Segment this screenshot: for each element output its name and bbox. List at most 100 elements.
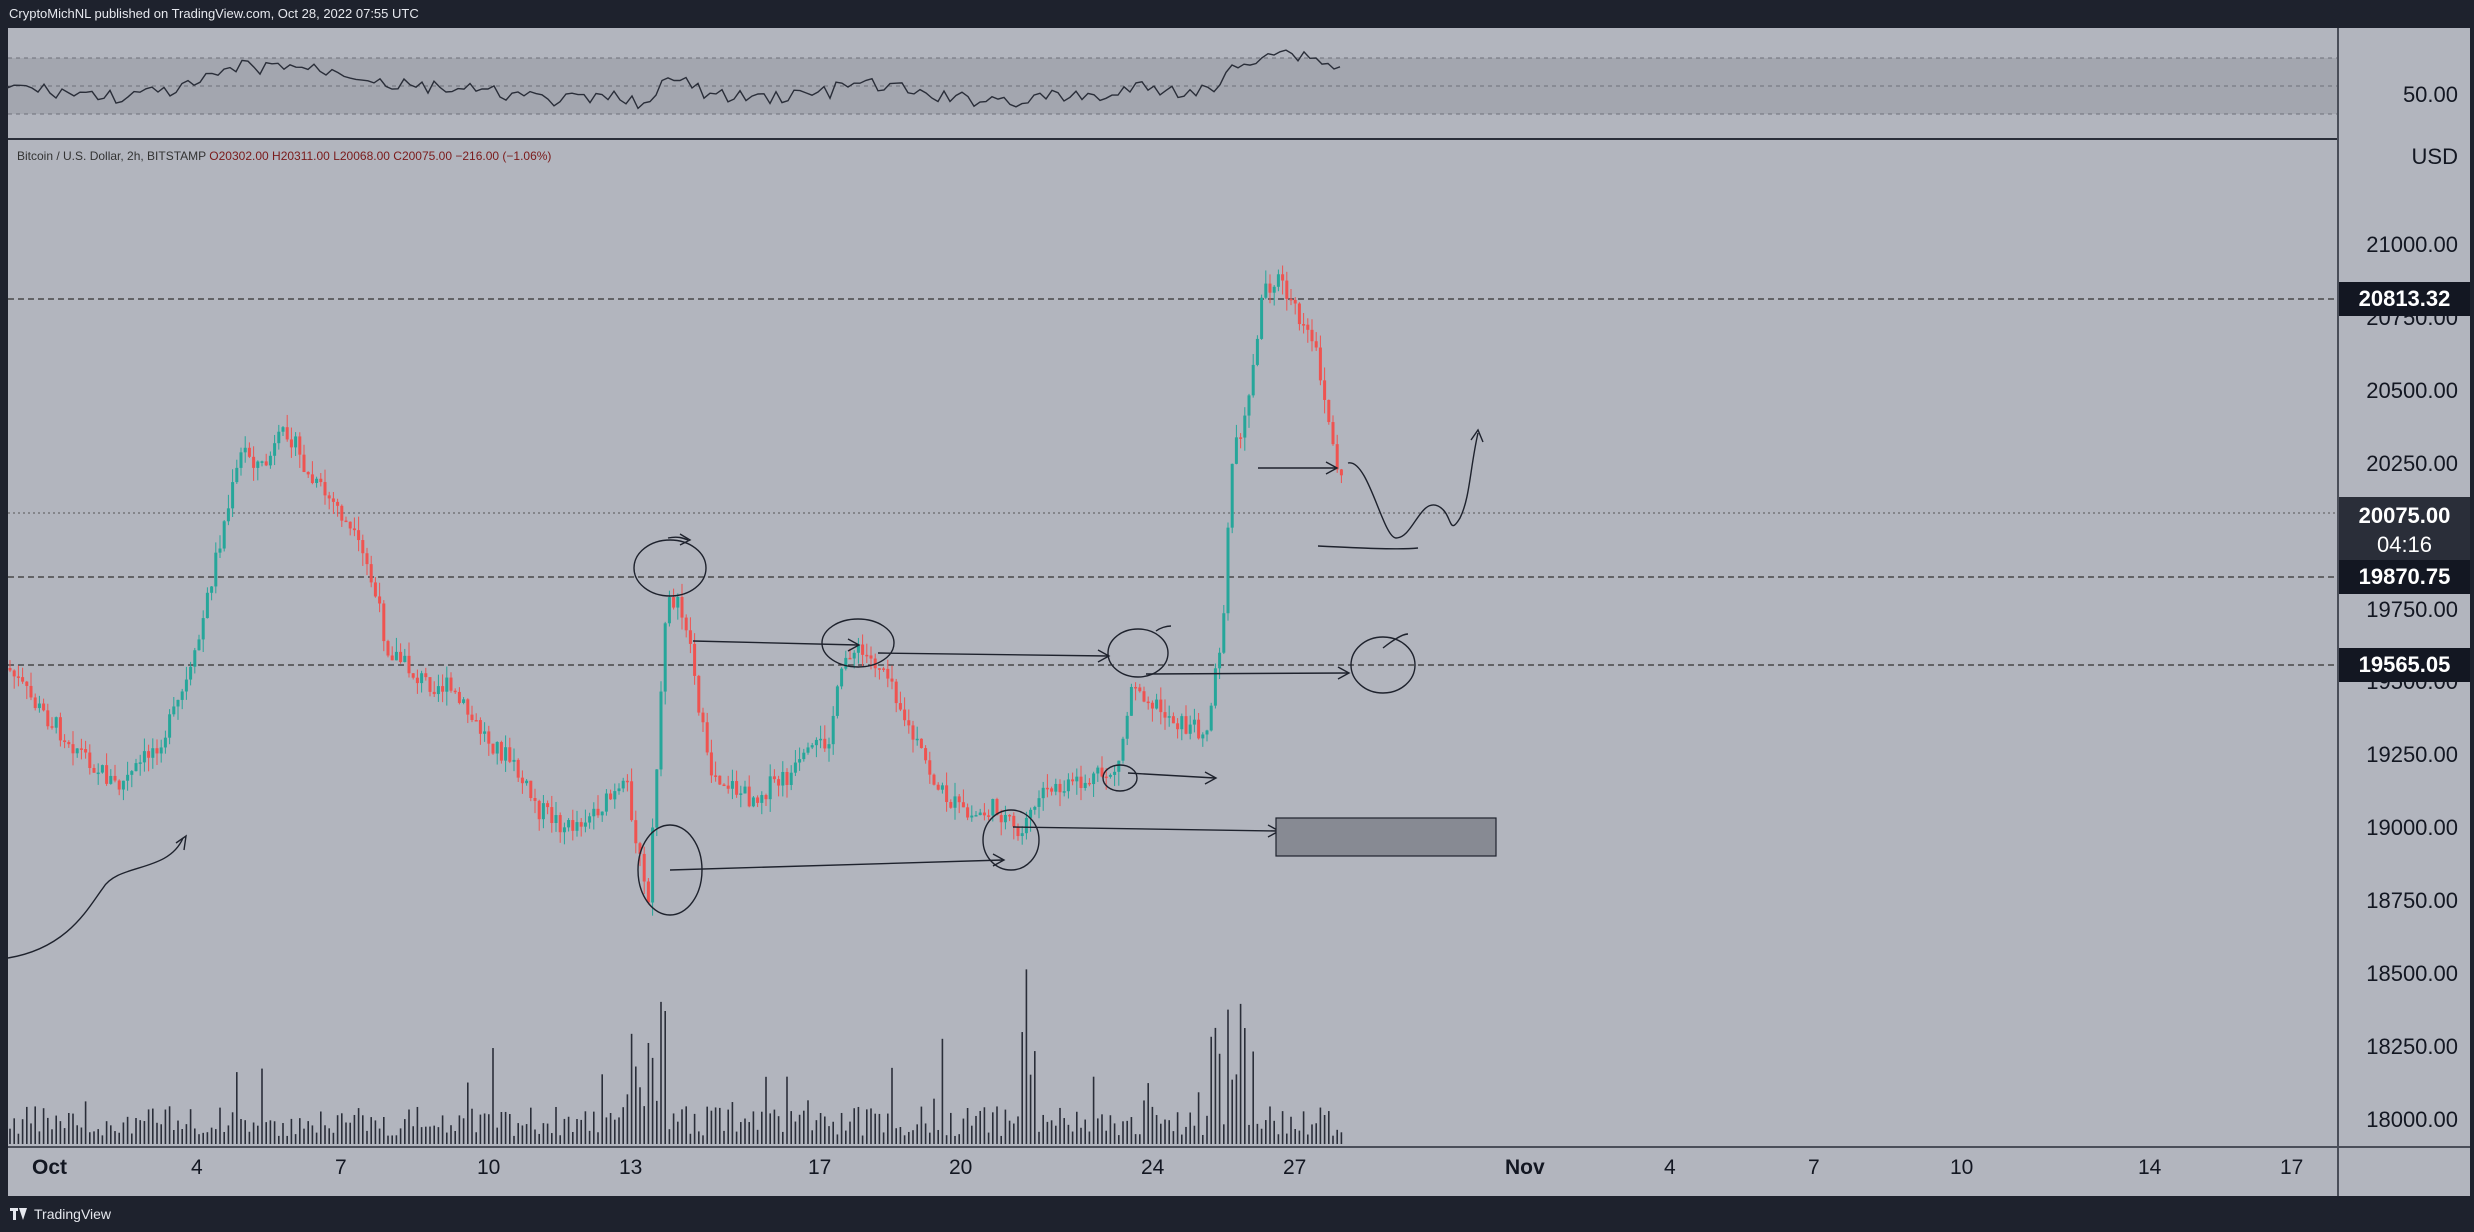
candle-body [365,553,369,565]
annotation-arrowhead [992,853,1006,867]
price-tick-label: 19000.00 [2366,815,2458,841]
candle-body [378,596,382,604]
candle-body [189,666,193,680]
chart-canvas[interactable] [7,28,2470,1196]
candle-body [1037,798,1041,807]
candle-body [394,651,398,661]
candle-body [25,681,29,686]
candle-body [1041,787,1045,799]
oscillator-level-label: 50.00 [2402,82,2458,107]
candle-body [1276,274,1280,287]
tradingview-brand[interactable]: TradingView [10,1206,111,1222]
candle-body [550,807,554,823]
candle-body [113,775,117,781]
candle-body [155,748,159,754]
candle-body [1213,668,1217,706]
candle-body [1222,613,1226,653]
candle-body [1201,734,1205,739]
candle-body [495,742,499,754]
candle-body [537,800,541,820]
last-price-value: 20075.00 [2358,503,2451,528]
candle-body [449,677,453,691]
candle-body [915,738,919,741]
candle-body [54,717,58,728]
candle-body [848,657,852,660]
chart-frame[interactable]: Bitcoin / U.S. Dollar, 2h, BITSTAMP O203… [7,28,2470,1196]
footer-bar: TradingView [0,1196,2474,1232]
candle-body [382,603,386,642]
candle-body [856,644,860,653]
candle-body [873,658,877,669]
candle-body [357,530,361,541]
candle-body [1226,527,1230,614]
candle-body [298,436,302,455]
candle-body [88,752,92,768]
candle-body [1251,364,1255,396]
candle-body [634,820,638,844]
candle-body [294,436,298,448]
candle-body [37,703,41,709]
candle-body [1062,791,1066,793]
candle-body [197,639,201,651]
candle-body [861,644,865,655]
candle-body [558,815,562,833]
price-axis[interactable] [2339,28,2470,1196]
candle-body [936,784,940,790]
candle-body [403,655,407,663]
candle-body [520,777,524,784]
candle-body [672,597,676,608]
candle-body [697,675,701,713]
candle-body [877,668,881,670]
candle-body [1159,699,1163,713]
candle-body [676,597,680,608]
candle-body [756,797,760,803]
candle-body [529,780,533,799]
annotation-arrow-line [667,536,689,541]
candle-body [789,772,793,785]
candle-body [436,686,440,695]
annotation-circle [821,618,895,668]
candle-body [898,703,902,710]
candle-body [399,651,403,663]
time-tick-label: 17 [2280,1156,2304,1179]
annotation-arrow-line [1127,772,1216,779]
candle-body [827,744,831,749]
candle-body [491,743,495,754]
candle-body [84,749,88,753]
candle-body [945,785,949,803]
candle-body [1209,705,1213,731]
candle-body [130,771,134,775]
change-value: −216.00 (−1.06%) [455,149,552,163]
candle-body [772,776,776,780]
candle-body [894,681,898,704]
candle-body [457,691,461,703]
symbol-name[interactable]: Bitcoin / U.S. Dollar, 2h, BITSTAMP [17,149,206,163]
candle-body [1260,297,1264,339]
candle-body [231,482,235,509]
pane-separator[interactable] [8,138,2470,140]
time-tick-label: 14 [2138,1156,2162,1179]
oscillator-line [7,49,1341,110]
price-tick-label: 20500.00 [2366,377,2458,403]
annotation-arrowhead [1097,649,1111,663]
currency-label[interactable]: USD [2411,144,2458,169]
candle-body [1293,299,1297,304]
candle-body [428,677,432,692]
candle-body [651,827,655,903]
candle-body [722,784,726,787]
candle-body [1142,691,1146,702]
annotation-arrowhead [1325,461,1339,475]
candle-body [126,774,130,781]
candle-body [1104,776,1108,779]
candle-body [961,802,965,808]
candle-body [928,760,932,775]
candle-body [462,699,466,703]
candle-body [1230,463,1234,528]
price-tick-label: 18750.00 [2366,888,2458,914]
candle-body [533,798,537,801]
candle-body [1100,767,1104,777]
candle-body [92,767,96,773]
candle-body [331,498,335,502]
candle-body [315,478,319,484]
time-tick-label: 27 [1283,1156,1307,1179]
